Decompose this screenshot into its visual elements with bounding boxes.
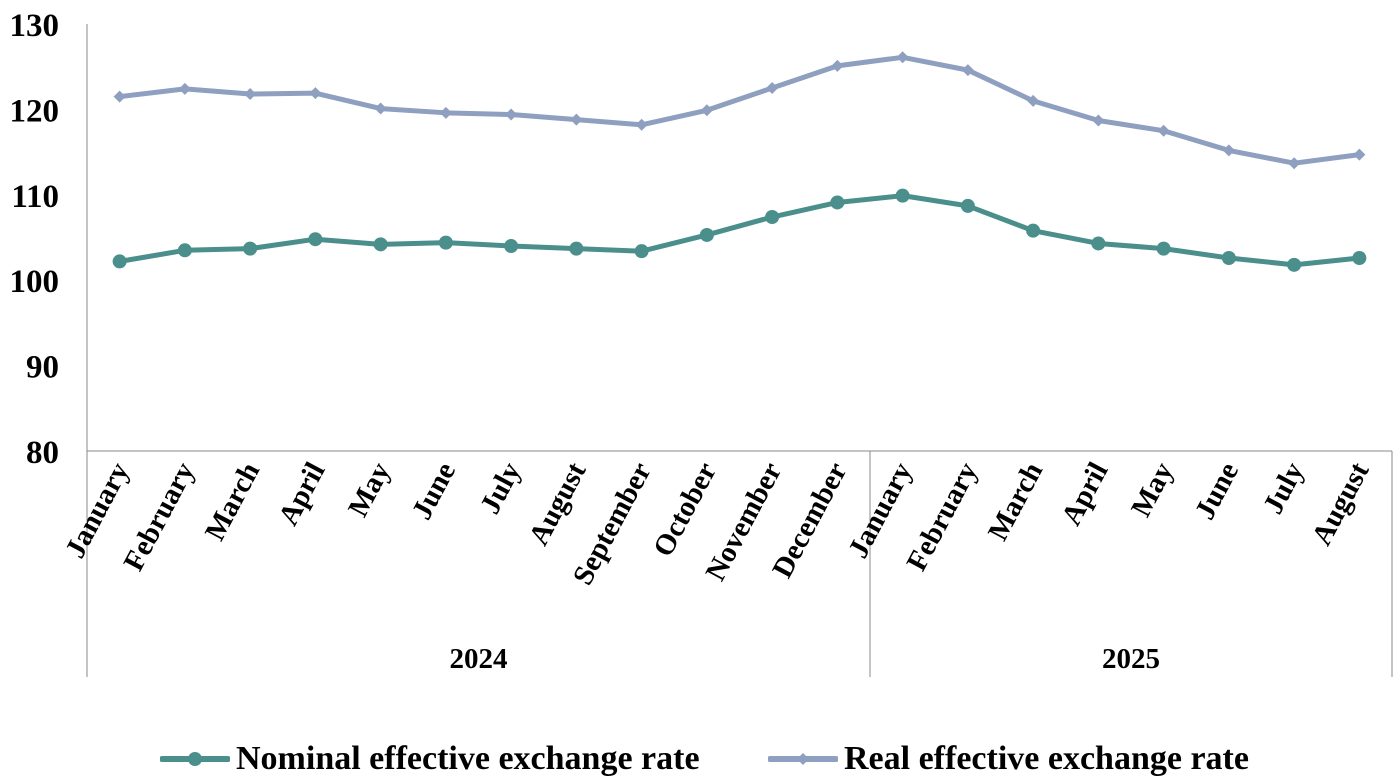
legend-swatch-nominal <box>160 751 230 766</box>
data-point <box>1027 94 1040 107</box>
data-point <box>570 113 583 126</box>
y-tick-label: 100 <box>10 264 60 300</box>
data-point <box>373 237 388 252</box>
legend-swatch-real <box>768 752 838 765</box>
legend-item-real: Real effective exchange rate <box>768 735 1249 782</box>
data-point <box>1222 144 1235 157</box>
data-point <box>1092 114 1105 127</box>
data-point <box>1352 250 1367 265</box>
data-point <box>374 102 387 115</box>
data-point <box>766 82 779 95</box>
x-tick-label: April <box>272 457 331 530</box>
data-point <box>765 210 780 225</box>
data-point <box>634 244 649 259</box>
data-point <box>244 88 257 101</box>
x-tick-label: July <box>474 457 527 519</box>
axes <box>86 24 1393 677</box>
data-point <box>1091 236 1106 251</box>
data-point <box>1287 257 1302 272</box>
data-point <box>439 106 452 119</box>
data-point <box>1156 241 1171 256</box>
data-point <box>831 59 844 72</box>
y-tick-label: 90 <box>26 350 59 386</box>
data-point <box>700 104 713 117</box>
data-point <box>178 82 191 95</box>
series-line <box>119 193 1360 268</box>
data-point <box>699 227 714 242</box>
data-point <box>830 195 845 210</box>
data-point <box>113 90 126 103</box>
x-tick-label: March <box>199 457 266 546</box>
legend-label-real: Real effective exchange rate <box>844 740 1249 777</box>
x-tick-label: August <box>523 457 593 551</box>
x-tick-label: May <box>342 457 397 522</box>
data-point <box>177 243 192 258</box>
data-point <box>308 232 323 247</box>
x-tick-label: May <box>1125 457 1180 522</box>
data-point <box>504 239 519 254</box>
y-tick-label: 130 <box>10 8 60 44</box>
x-tick-label: March <box>982 457 1049 546</box>
x-tick-label: July <box>1257 457 1310 519</box>
data-point <box>1221 250 1236 265</box>
data-point <box>896 51 909 64</box>
data-point <box>309 87 322 100</box>
data-point <box>635 118 648 131</box>
x-tick-label: April <box>1055 457 1114 530</box>
data-point <box>1288 157 1301 170</box>
y-tick-label: 120 <box>10 93 60 129</box>
data-point <box>961 64 974 77</box>
group-label: 2025 <box>1102 643 1160 675</box>
data-point <box>1353 148 1366 161</box>
data-point <box>243 241 258 256</box>
data-point <box>505 108 518 121</box>
y-tick-label: 110 <box>11 179 59 215</box>
x-tick-label: August <box>1306 457 1376 551</box>
data-point <box>895 188 910 203</box>
legend-label-nominal: Nominal effective exchange rate <box>236 740 700 777</box>
legend: Nominal effective exchange rate Real eff… <box>0 735 1399 782</box>
y-tick-label: 80 <box>26 435 59 471</box>
data-point <box>960 198 975 213</box>
data-point <box>1026 223 1041 238</box>
x-tick-label: June <box>1189 457 1245 525</box>
series-line <box>119 54 1360 166</box>
group-label: 2024 <box>450 643 508 675</box>
data-point <box>569 241 584 256</box>
legend-item-nominal: Nominal effective exchange rate <box>160 735 700 782</box>
data-point <box>112 254 127 269</box>
x-tick-label: June <box>406 457 462 525</box>
data-point <box>438 235 453 250</box>
series-lines <box>112 51 1367 272</box>
data-point <box>1157 124 1170 137</box>
